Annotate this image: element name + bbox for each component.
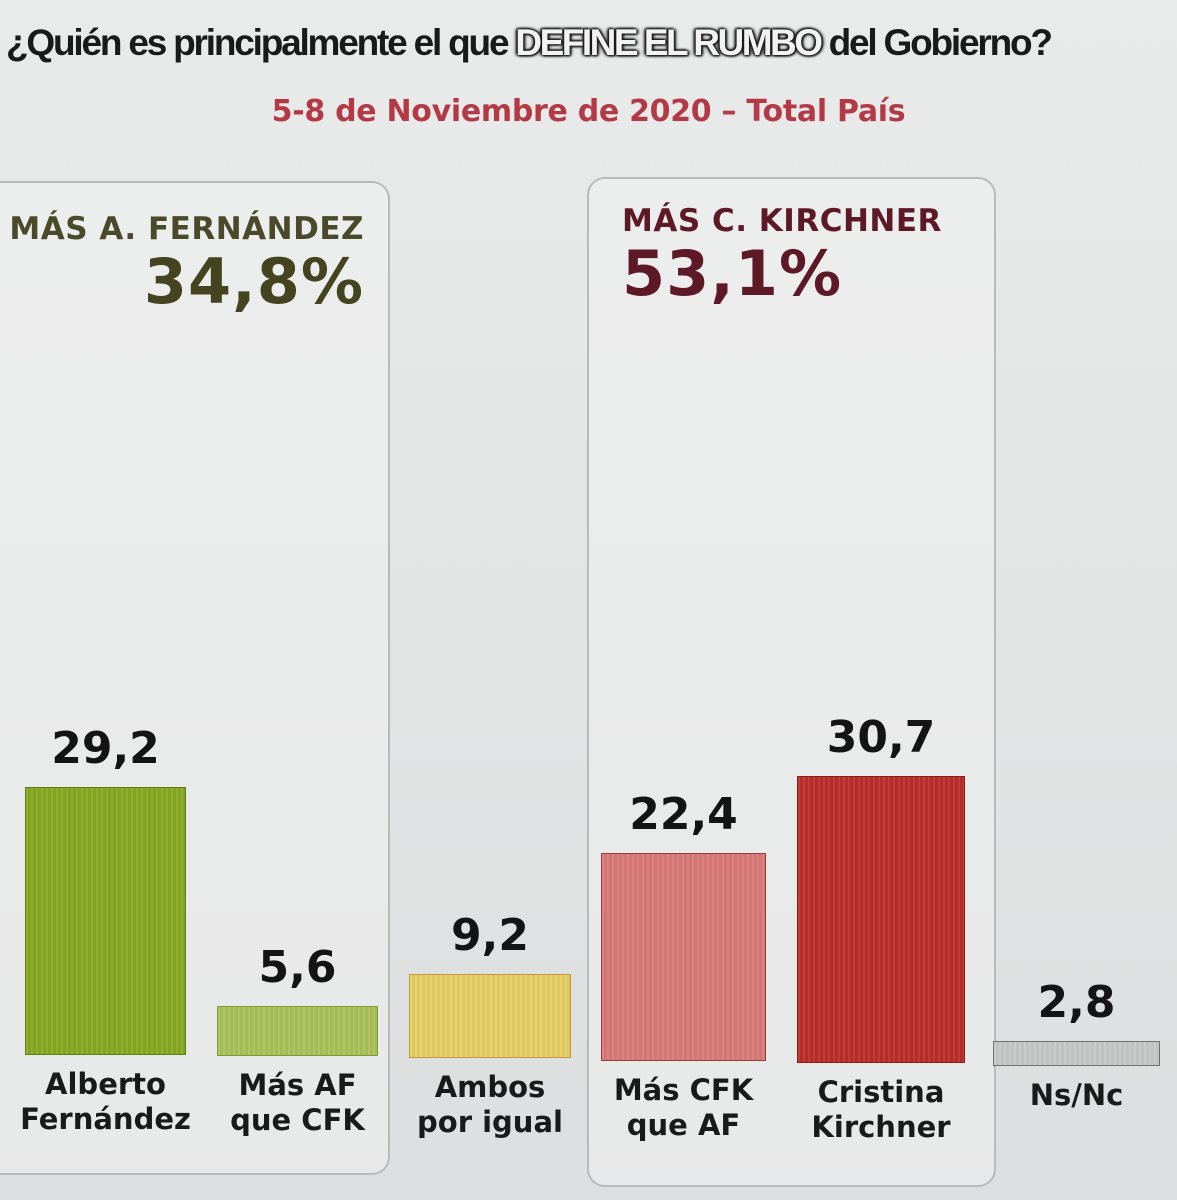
- bar-label: Cristina Kirchner: [767, 1075, 995, 1145]
- group-label: MÁS A. FERNÁNDEZ: [9, 211, 364, 247]
- title-highlight: DEFINE EL RUMBO: [515, 22, 823, 63]
- bar-label-line: Alberto: [45, 1067, 166, 1101]
- chart-subtitle: 5-8 de Noviembre de 2020 – Total País: [271, 94, 906, 129]
- bar-label: Alberto Fernández: [0, 1067, 216, 1137]
- bar-label-line: que AF: [626, 1108, 741, 1142]
- chart-title: ¿Quién es principalmente el que DEFINE E…: [6, 22, 1176, 64]
- bar-label-line: Ambos: [434, 1070, 546, 1104]
- bar: [993, 1041, 1160, 1066]
- bar: [217, 1006, 378, 1056]
- bar-label-line: que CFK: [230, 1103, 365, 1137]
- bar-value: 9,2: [451, 910, 529, 961]
- bar: [25, 787, 186, 1055]
- bar-value: 2,8: [1037, 977, 1116, 1028]
- bar-value: 22,4: [629, 789, 738, 840]
- bar-value: 29,2: [51, 723, 160, 774]
- bar-label: Más CFK que AF: [571, 1073, 796, 1143]
- bar-label-line: por igual: [417, 1105, 563, 1139]
- group-total: 34,8%: [143, 245, 364, 318]
- bar-label-line: Cristina: [817, 1075, 945, 1109]
- bar: [797, 776, 965, 1063]
- bar-label-line: Más CFK: [613, 1073, 754, 1107]
- bar-label-line: Más AF: [238, 1068, 357, 1102]
- bar: [409, 974, 571, 1058]
- title-suffix: del Gobierno?: [820, 22, 1053, 63]
- title-prefix: ¿Quién es principalmente el que: [6, 22, 516, 63]
- group-label: MÁS C. KIRCHNER: [622, 203, 942, 239]
- bar-label-line: Kirchner: [811, 1110, 951, 1144]
- bar-label-line: Ns/Nc: [1029, 1078, 1124, 1112]
- bar-label-line: Fernández: [20, 1102, 191, 1136]
- bar-value: 30,7: [826, 712, 936, 763]
- group-total: 53,1%: [622, 237, 843, 310]
- bar: [601, 853, 766, 1061]
- bar-value: 5,6: [258, 942, 337, 993]
- bar-label: Ambos por igual: [379, 1070, 601, 1140]
- bar-label: Ns/Nc: [963, 1078, 1177, 1113]
- bar-label: Más AF que CFK: [187, 1068, 408, 1138]
